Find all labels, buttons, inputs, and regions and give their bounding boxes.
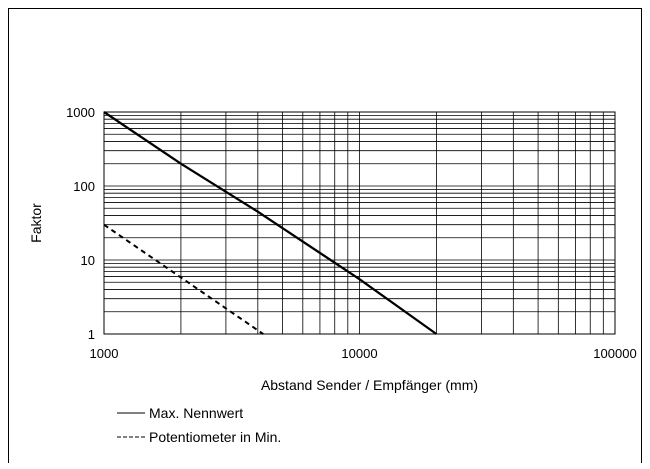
series-layer — [103, 111, 438, 335]
legend: Max. Nennwert Potentiometer in Min. — [117, 405, 281, 445]
tick-labels: 1000 10000 100000 1 10 100 1000 — [66, 105, 637, 361]
plot-area — [103, 111, 616, 335]
y-axis-label: Faktor — [28, 203, 44, 243]
x-tick-label: 10000 — [341, 346, 377, 361]
chart-frame — [8, 8, 642, 463]
series-line — [103, 111, 438, 335]
legend-label-potentiometer: Potentiometer in Min. — [149, 429, 281, 445]
legend-label-max-nennwert: Max. Nennwert — [149, 405, 243, 421]
x-tick-label: 100000 — [593, 346, 636, 361]
y-tick-label: 10 — [81, 253, 95, 268]
y-tick-label: 100 — [73, 179, 95, 194]
x-axis-label: Abstand Sender / Empfänger (mm) — [261, 377, 478, 393]
y-tick-label: 1 — [88, 327, 95, 342]
series-line — [103, 223, 264, 335]
grid — [104, 112, 615, 334]
y-tick-label: 1000 — [66, 105, 95, 120]
x-tick-label: 1000 — [90, 346, 119, 361]
